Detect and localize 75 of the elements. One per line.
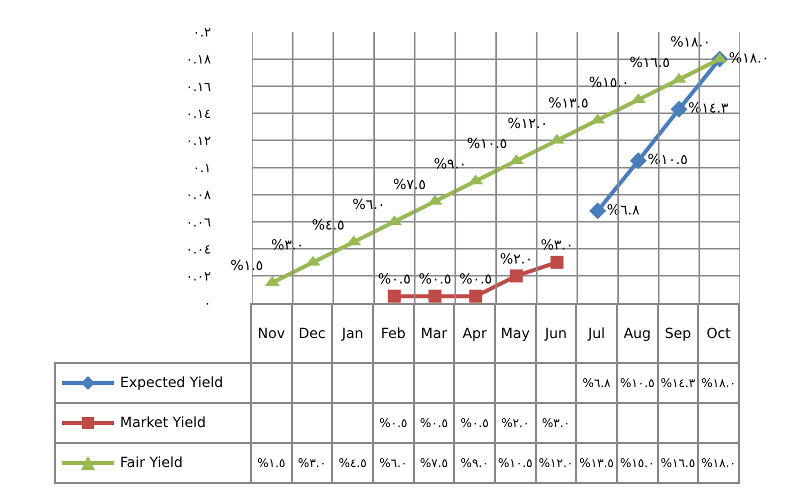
text: %١٥.٠ bbox=[588, 75, 630, 92]
x-tick-label: Jun bbox=[536, 304, 576, 363]
data-label: %١٨.٠ bbox=[698, 443, 739, 483]
x-tick-label: Oct bbox=[698, 304, 739, 363]
data-label: %٦.٠ bbox=[372, 443, 414, 483]
data-label: %١٥.٠ bbox=[616, 443, 658, 483]
data-label: %٦.٨ bbox=[576, 363, 617, 403]
data-label: %٩.٠ bbox=[454, 443, 495, 483]
legend-label: Fair Yield bbox=[120, 454, 183, 471]
data-label: %٤.٥ bbox=[332, 443, 373, 483]
text: %٤.٥ bbox=[312, 217, 345, 234]
x-tick-label: Mar bbox=[414, 304, 454, 363]
data-label: %٣.٠ bbox=[536, 403, 576, 443]
point bbox=[550, 256, 564, 269]
y-tick-label: ٠ bbox=[204, 296, 211, 312]
y-tick-label: ٠.٠٨ bbox=[186, 188, 212, 204]
data-label: %١٣.٥ bbox=[576, 443, 617, 483]
y-tick-label: ٠.١٤ bbox=[186, 106, 211, 122]
data-label: %٠.٥ bbox=[414, 403, 454, 443]
text: %١٨.٠ bbox=[670, 34, 711, 50]
text: %٦.٠ bbox=[352, 197, 386, 214]
point bbox=[630, 152, 647, 170]
x-tick-label: Aug bbox=[616, 304, 658, 363]
text: %١.٥ bbox=[230, 258, 264, 274]
text: %١٣.٥ bbox=[548, 95, 589, 112]
x-tick-label: Nov bbox=[251, 304, 292, 363]
point bbox=[469, 290, 482, 303]
y-tick-label: ٠.٠٢ bbox=[186, 269, 212, 284]
legend-label: Expected Yield bbox=[120, 374, 224, 391]
point bbox=[388, 290, 401, 303]
x-tick-label: Dec bbox=[292, 304, 332, 363]
y-tick-label: ٠.٢ bbox=[192, 26, 212, 41]
point bbox=[589, 202, 606, 220]
data-label: %٣.٠ bbox=[292, 443, 332, 483]
text: %٢.٠ bbox=[500, 251, 533, 268]
y-tick-label: ٠.١٨ bbox=[186, 52, 212, 68]
text: %١٦.٥ bbox=[630, 54, 670, 71]
data-label: %١٤.٣ bbox=[658, 363, 698, 403]
data-label: %٢.٠ bbox=[494, 403, 536, 443]
data-label: %١٢.٠ bbox=[536, 443, 576, 483]
y-tick-label: ٠.٠٤ bbox=[186, 242, 211, 258]
data-label: %١٦.٥ bbox=[658, 443, 698, 483]
x-tick-label: Jan bbox=[332, 304, 373, 363]
y-tick-label: ٠.١٢ bbox=[186, 134, 212, 149]
point bbox=[428, 290, 442, 303]
text: %٠.٥ bbox=[418, 272, 452, 288]
text: %١٠.٥ bbox=[466, 136, 508, 152]
data-label: %٧.٥ bbox=[414, 443, 454, 483]
text: %١٤.٣ bbox=[688, 100, 728, 117]
text: %١٠.٥ bbox=[647, 152, 688, 168]
y-tick-label: ٠.٠٦ bbox=[186, 215, 212, 230]
data-label: %١٠.٥ bbox=[616, 363, 658, 403]
x-tick-label: Feb bbox=[372, 304, 414, 363]
x-tick-label: Sep bbox=[658, 304, 698, 363]
y-tick-label: ٠.١ bbox=[192, 161, 211, 176]
text: %٣.٠ bbox=[540, 238, 574, 254]
text: %٠.٥ bbox=[459, 272, 492, 288]
x-tick-label: Jul bbox=[576, 304, 617, 363]
legend-label: Market Yield bbox=[120, 414, 206, 431]
data-label: %٠.٥ bbox=[372, 403, 414, 443]
data-label: %٠.٥ bbox=[454, 403, 495, 443]
point bbox=[510, 269, 523, 282]
x-tick-label: May bbox=[494, 304, 536, 363]
x-tick-label: Apr bbox=[454, 304, 495, 363]
text: %٧.٥ bbox=[393, 176, 426, 193]
data-label: %١٨.٠ bbox=[698, 363, 739, 403]
y-tick-label: ٠.١٦ bbox=[186, 80, 212, 95]
data-label: %١.٥ bbox=[251, 443, 292, 483]
text: %١٢.٠ bbox=[508, 116, 548, 132]
text: %٩.٠ bbox=[434, 156, 467, 172]
text: %٦.٨ bbox=[606, 202, 640, 218]
text: %٠.٥ bbox=[378, 272, 411, 288]
data-label: %١٠.٥ bbox=[494, 443, 536, 483]
text: %١٨.٠ bbox=[728, 50, 770, 67]
text: %٣.٠ bbox=[271, 238, 304, 254]
